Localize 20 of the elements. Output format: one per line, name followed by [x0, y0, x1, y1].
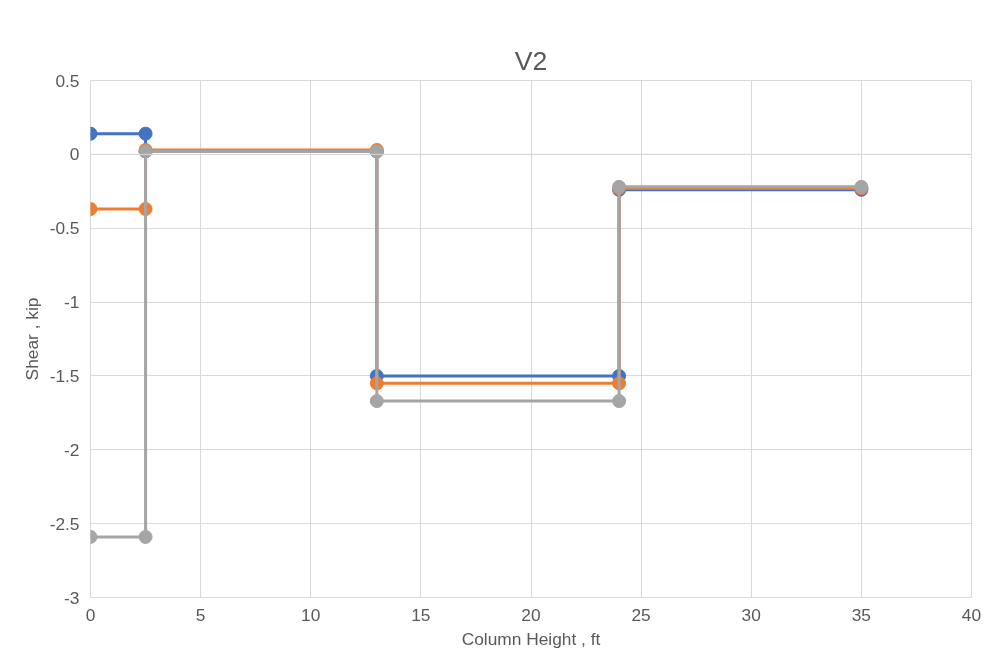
y-tick-label: -2.5 — [49, 513, 80, 534]
x-tick-label: 20 — [521, 604, 541, 625]
x-tick-label: 25 — [631, 604, 651, 625]
chart-title: V2 — [514, 45, 548, 76]
x-tick-label: 5 — [195, 604, 206, 625]
x-tick-label: 0 — [85, 604, 96, 625]
y-tick-label: -0.5 — [49, 218, 80, 239]
y-tick-label: -3 — [64, 587, 80, 608]
y-tick-label: -1.5 — [49, 365, 80, 386]
y-tick-label: -2 — [64, 439, 80, 460]
y-tick-label: 0.5 — [55, 70, 80, 91]
x-tick-label: 15 — [411, 604, 431, 625]
x-tick-label: 40 — [961, 604, 982, 625]
x-axis-title: Column Height , ft — [461, 628, 601, 649]
y-tick-label: 0 — [69, 144, 80, 165]
x-tick-label: 10 — [301, 604, 321, 625]
x-tick-label: 30 — [741, 604, 761, 625]
y-tick-label: -1 — [64, 292, 80, 313]
x-tick-label: 35 — [851, 604, 872, 625]
y-axis-title: Shear , kip — [21, 297, 42, 381]
